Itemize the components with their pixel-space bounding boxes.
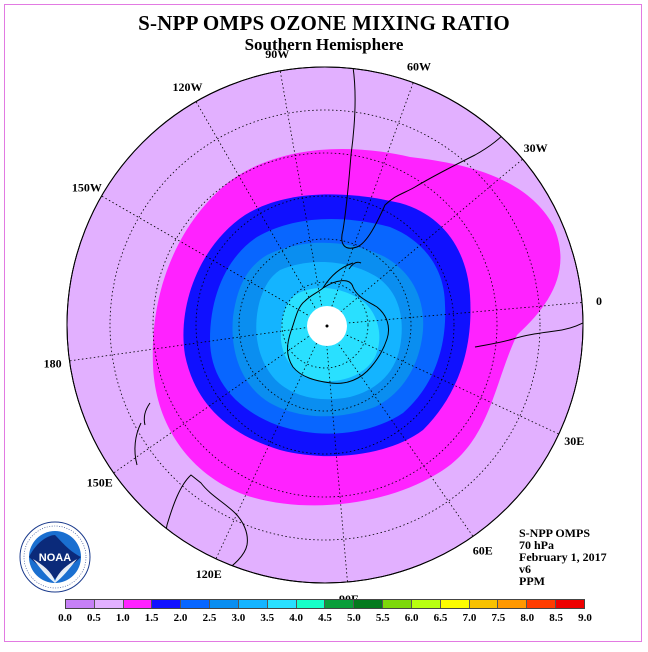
logo-text: NOAA	[39, 552, 71, 564]
meridian-line	[69, 324, 326, 362]
colorbar-tick-label: 6.0	[404, 612, 419, 624]
colorbar-swatch	[469, 600, 499, 608]
colorbar-tick-label: 8.5	[549, 612, 563, 624]
colorbar-swatch	[354, 600, 384, 608]
latitude-circles	[109, 109, 541, 541]
info-version: v6	[519, 562, 531, 576]
colorbar-tick-label: 4.0	[289, 612, 303, 624]
colorbar-ticks: 0.0 0.5 1.0 1.5 2.0 2.5 3.0 3.5 4.0 4.5 5.0 5.5 6.0 6…	[5, 612, 641, 626]
colorbar-tick-label: 6.5	[433, 612, 448, 624]
colorbar-tick-label: 1.5	[144, 612, 159, 624]
page-title: S-NPP OMPS OZONE MIXING RATIO	[138, 11, 510, 35]
meridian-line	[324, 324, 559, 435]
colorbar-swatch	[296, 600, 326, 608]
colorbar-tick-label: 0.0	[58, 612, 72, 624]
figure-frame: S-NPP OMPS OZONE MIXING RATIO Southern H…	[4, 4, 642, 642]
colorbar-tick-label: 2.5	[202, 612, 217, 624]
meridian-line	[195, 101, 326, 326]
colorbar-tick-label: 1.0	[115, 612, 130, 624]
meridian-line	[324, 302, 583, 326]
colorbar-tick-label: 4.5	[318, 612, 332, 624]
longitude-label: 60W	[407, 60, 431, 74]
antarctic-peninsula	[322, 261, 362, 289]
info-satellite: S-NPP OMPS	[519, 526, 590, 540]
colorbar-swatch	[181, 600, 211, 608]
longitude-label: 30W	[524, 141, 548, 155]
longitude-label: 60E	[473, 543, 493, 557]
info-date: February 1, 2017	[519, 550, 607, 564]
meridian-line	[324, 324, 348, 583]
colorbar-swatch	[66, 600, 95, 608]
meridian-line	[113, 324, 326, 474]
colorbar-tick-label: 0.5	[87, 612, 101, 624]
colorbar-swatch	[210, 600, 239, 608]
colorbar-swatch	[411, 600, 441, 608]
antarctica-coastline	[287, 280, 390, 384]
south-america-coastline	[341, 67, 514, 249]
south-pole-marker	[325, 324, 329, 328]
noaa-logo: NOAA	[19, 521, 91, 593]
new-zealand-coastline	[134, 402, 151, 466]
colorbar-swatch	[123, 600, 153, 608]
colorbar	[65, 599, 585, 609]
longitude-label: 150W	[72, 181, 102, 195]
longitude-label: 30E	[564, 434, 584, 448]
colorbar-tick-label: 9.0	[578, 612, 592, 624]
meridian-line	[324, 324, 474, 537]
longitude-label: 90W	[265, 47, 289, 61]
longitude-label: 0	[596, 294, 602, 308]
colorbar-swatch	[152, 600, 182, 608]
colorbar-tick-label: 8.0	[520, 612, 535, 624]
colorbar-swatch	[440, 600, 470, 608]
meridian-line	[324, 158, 523, 326]
colorbar-tick-label: 2.0	[173, 612, 188, 624]
colorbar-swatch	[267, 600, 297, 608]
colorbar-tick-label: 5.5	[375, 612, 390, 624]
colorbar-tick-label: 3.5	[260, 612, 275, 624]
longitude-label: 150E	[87, 476, 113, 490]
colorbar-swatch	[383, 600, 412, 608]
colorbar-swatch	[325, 600, 355, 608]
meridian-line	[101, 195, 326, 326]
colorbar-tick-label: 5.0	[347, 612, 361, 624]
longitude-label: 180	[44, 356, 62, 370]
meridian-line	[215, 324, 326, 559]
ozone-field	[69, 67, 583, 583]
info-block: S-NPP OMPS 70 hPa February 1, 2017 v6 PP…	[519, 527, 607, 587]
info-units: PPM	[519, 574, 545, 588]
colorbar-swatch	[498, 600, 528, 608]
page-subtitle: Southern Hemisphere	[244, 35, 404, 54]
longitude-label: 120W	[173, 80, 203, 94]
colorbar-swatch	[94, 600, 124, 608]
africa-coastline	[474, 322, 583, 348]
colorbar-swatch	[556, 600, 584, 608]
colorbar-swatch	[527, 600, 557, 608]
meridian-line	[324, 82, 414, 326]
colorbar-tick-label: 3.0	[231, 612, 246, 624]
longitude-label: 120E	[196, 567, 222, 581]
meridians	[69, 70, 583, 583]
info-pressure-level: 70 hPa	[519, 538, 555, 552]
colorbar-swatch	[238, 600, 268, 608]
colorbar-tick-label: 7.0	[462, 612, 477, 624]
colorbar-tick-label: 7.5	[491, 612, 506, 624]
meridian-line	[279, 70, 326, 326]
